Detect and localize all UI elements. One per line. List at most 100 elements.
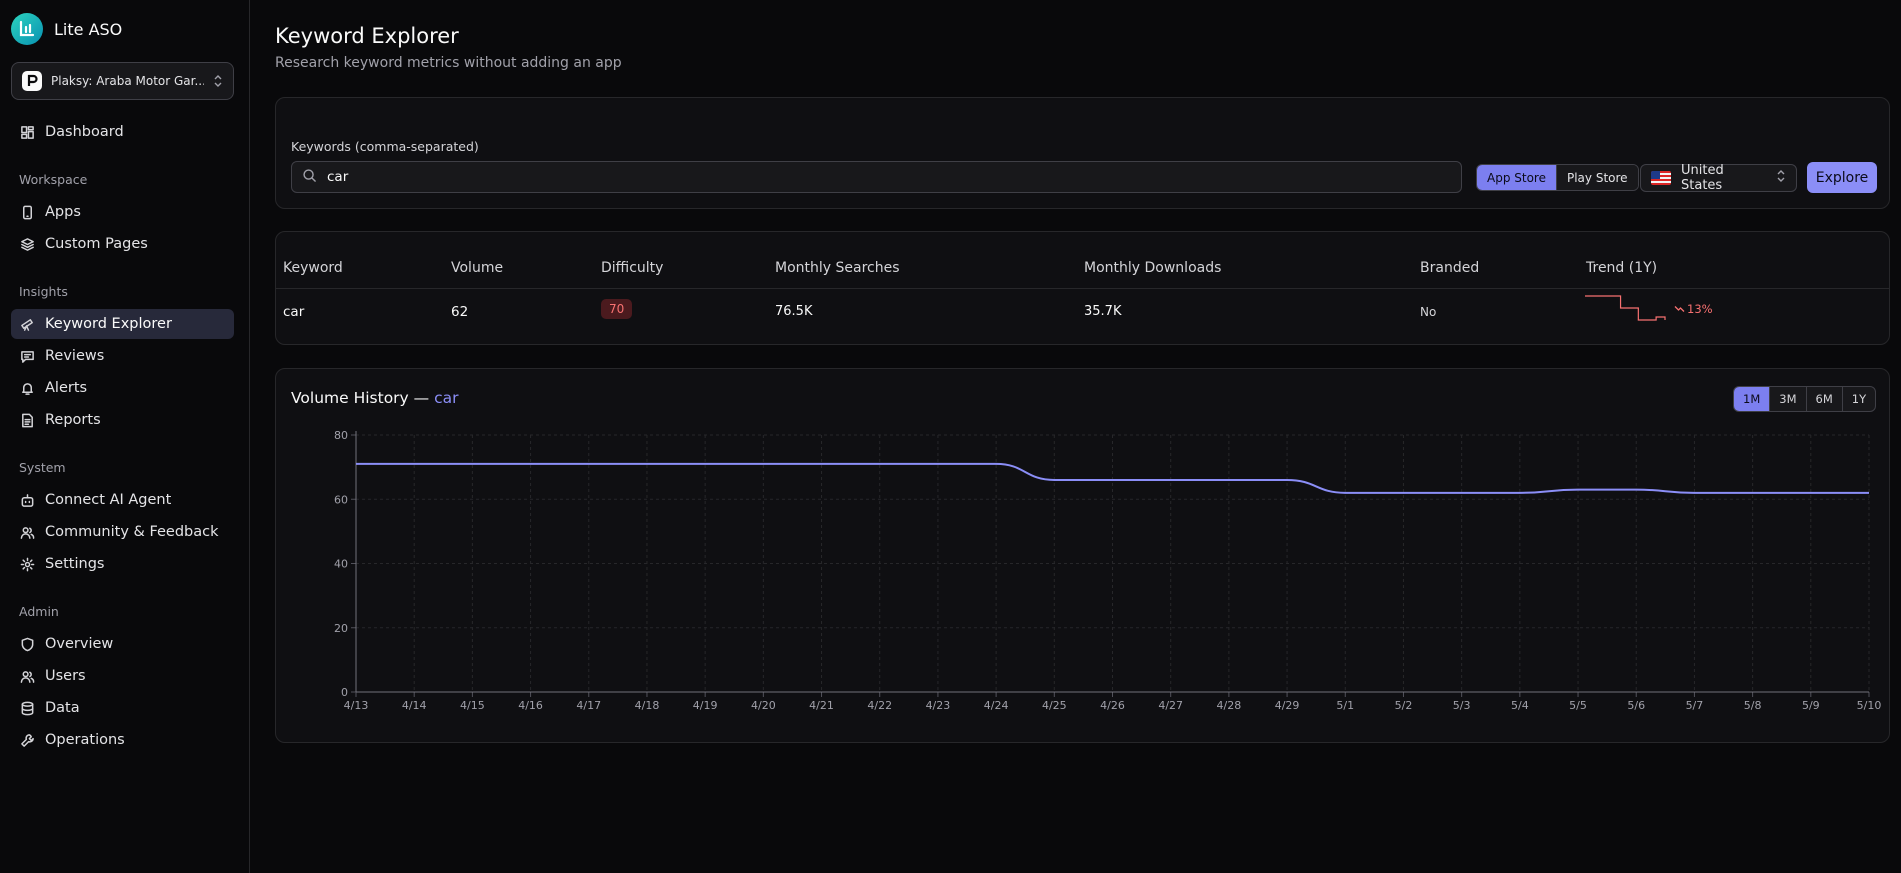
sidebar-item-apps[interactable]: Apps: [11, 197, 234, 227]
x-tick-label: 4/28: [1217, 699, 1242, 712]
shield-icon: [19, 636, 35, 652]
x-tick-label: 5/3: [1453, 699, 1471, 712]
range-1m-button[interactable]: 1M: [1734, 387, 1770, 411]
sidebar-item-label: Reports: [45, 412, 101, 428]
trend-sparkline: [1585, 295, 1666, 321]
wrench-icon: [19, 732, 35, 748]
country-value: United States: [1681, 163, 1724, 193]
app-icon: [22, 71, 42, 91]
sidebar-item-community-feedback[interactable]: Community & Feedback: [11, 517, 234, 547]
x-tick-label: 5/7: [1686, 699, 1704, 712]
x-tick-label: 5/2: [1395, 699, 1413, 712]
sidebar-item-custom-pages[interactable]: Custom Pages: [11, 229, 234, 259]
store-option-app-store[interactable]: App Store: [1477, 165, 1556, 190]
sidebar-item-label: Operations: [45, 732, 125, 748]
sidebar-item-users[interactable]: Users: [11, 661, 234, 691]
sidebar-item-label: Settings: [45, 556, 105, 572]
bot-icon: [19, 492, 35, 508]
x-tick-label: 4/15: [460, 699, 485, 712]
sidebar-item-label: Data: [45, 700, 80, 716]
volume-history-card: Volume History — car 1M 3M 6M 1Y 0 20 40 60…: [275, 368, 1890, 743]
header-divider: [276, 288, 1889, 289]
explore-button[interactable]: Explore: [1807, 162, 1877, 193]
cell-branded: No: [1420, 305, 1437, 319]
column-header[interactable]: Trend (1Y): [1586, 260, 1658, 276]
trending-down-icon: [1674, 306, 1685, 312]
sidebar-item-reports[interactable]: Reports: [11, 405, 234, 435]
chart-title: Volume History — car: [291, 389, 459, 407]
brand[interactable]: Lite ASO: [11, 13, 122, 45]
x-tick-label: 4/27: [1158, 699, 1183, 712]
layers-icon: [19, 236, 35, 252]
cell-volume: 62: [451, 304, 469, 320]
range-6m-button[interactable]: 6M: [1805, 387, 1842, 411]
column-header[interactable]: Volume: [451, 260, 504, 276]
cell-monthly-downloads: 35.7K: [1084, 304, 1122, 319]
column-header[interactable]: Monthly Searches: [775, 260, 900, 276]
gear-icon: [19, 556, 35, 572]
x-tick-label: 5/10: [1857, 699, 1882, 712]
brand-name: Lite ASO: [54, 19, 123, 39]
x-tick-label: 4/22: [867, 699, 892, 712]
sidebar-item-connect-ai-agent[interactable]: Connect AI Agent: [11, 485, 234, 515]
volume-history-chart[interactable]: 0 20 40 60 80 4/13 4/14 4/15 4/16 4/17 4/18 4/19 4/2…: [276, 369, 1889, 742]
sidebar-item-label: Dashboard: [45, 124, 124, 140]
column-header[interactable]: Keyword: [283, 260, 343, 276]
column-header[interactable]: Monthly Downloads: [1084, 260, 1222, 276]
trend-change-value: 13%: [1687, 302, 1713, 316]
dashboard-icon: [19, 124, 35, 140]
database-icon: [19, 700, 35, 716]
sidebar-item-operations[interactable]: Operations: [11, 725, 234, 755]
results-table: Keyword Volume Difficulty Monthly Search…: [275, 231, 1890, 345]
cell-keyword: car: [283, 304, 305, 320]
sidebar-item-label: Alerts: [45, 380, 88, 396]
sidebar-item-label: Connect AI Agent: [45, 492, 172, 508]
sidebar-item-label: Reviews: [45, 348, 105, 364]
cell-monthly-searches: 76.5K: [775, 304, 813, 319]
sidebar-item-dashboard[interactable]: Dashboard: [11, 117, 234, 147]
x-tick-label: 4/16: [518, 699, 543, 712]
app-selector-name: Plaksy: Araba Motor Gar...: [51, 74, 204, 88]
brand-logo-icon: [11, 13, 43, 45]
x-tick-label: 4/20: [751, 699, 776, 712]
chevrons-up-down-icon: [213, 74, 223, 88]
search-icon: [302, 168, 317, 187]
column-header[interactable]: Branded: [1420, 260, 1480, 276]
difficulty-badge: 70: [601, 299, 633, 319]
sidebar-item-label: Apps: [45, 204, 81, 220]
x-tick-label: 4/25: [1042, 699, 1067, 712]
x-tick-label: 5/8: [1744, 699, 1762, 712]
column-header[interactable]: Difficulty: [601, 260, 664, 276]
sidebar-item-settings[interactable]: Settings: [11, 549, 234, 579]
range-1y-button[interactable]: 1Y: [1841, 387, 1875, 411]
store-option-play-store[interactable]: Play Store: [1555, 165, 1638, 190]
y-tick-label: 60: [334, 493, 348, 506]
chart-title-prefix: Volume History —: [291, 389, 430, 407]
y-tick-label: 0: [341, 686, 348, 699]
section-workspace: Workspace: [19, 172, 88, 187]
sidebar-item-keyword-explorer[interactable]: Keyword Explorer: [11, 309, 234, 339]
keyword-search-box[interactable]: [291, 161, 1462, 193]
x-tick-label: 4/18: [635, 699, 660, 712]
app-selector[interactable]: Plaksy: Araba Motor Gar...: [11, 62, 234, 100]
page-subtitle: Research keyword metrics without adding …: [275, 55, 622, 71]
users-icon: [19, 668, 35, 684]
sidebar-item-reviews[interactable]: Reviews: [11, 341, 234, 371]
us-flag-icon: [1651, 171, 1671, 185]
y-tick-label: 20: [334, 622, 348, 635]
section-system: System: [19, 460, 66, 475]
x-tick-label: 4/24: [984, 699, 1009, 712]
x-tick-label: 4/29: [1275, 699, 1300, 712]
country-select[interactable]: United States: [1640, 163, 1797, 193]
sidebar: Lite ASO Plaksy: Araba Motor Gar... Dash…: [0, 0, 250, 873]
keywords-input[interactable]: [327, 169, 1427, 185]
section-insights: Insights: [19, 284, 68, 299]
range-3m-button[interactable]: 3M: [1769, 387, 1805, 411]
y-tick-label: 80: [334, 429, 348, 442]
trend-change: 13%: [1674, 302, 1713, 316]
sidebar-item-alerts[interactable]: Alerts: [11, 373, 234, 403]
section-admin: Admin: [19, 604, 59, 619]
sidebar-item-data[interactable]: Data: [11, 693, 234, 723]
sidebar-item-overview[interactable]: Overview: [11, 629, 234, 659]
x-tick-label: 4/17: [576, 699, 601, 712]
